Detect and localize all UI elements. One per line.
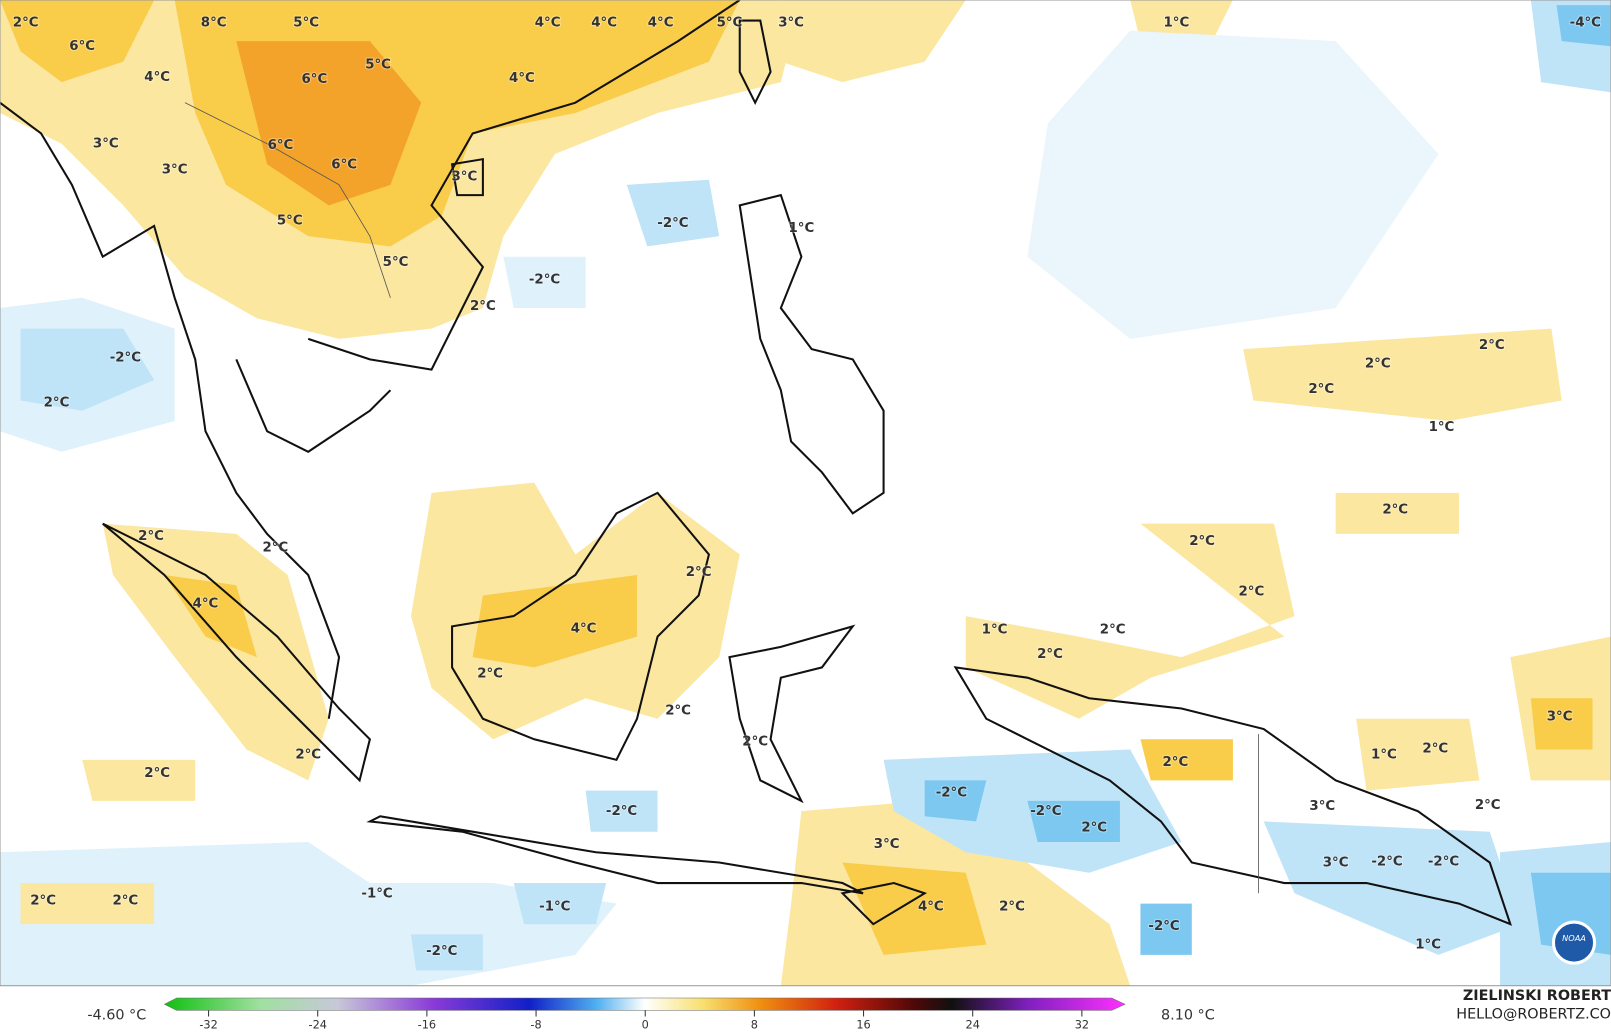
temperature-label: 2°C	[742, 734, 768, 749]
temperature-label: 2°C	[1365, 356, 1391, 371]
colorbar	[163, 997, 1126, 1011]
temperature-label: 2°C	[470, 299, 496, 314]
temperature-label: 4°C	[535, 16, 561, 31]
temperature-label: -4°C	[1570, 16, 1601, 31]
temperature-label: 6°C	[302, 72, 328, 87]
anomaly-fields	[0, 0, 1611, 986]
coastlines	[0, 0, 1512, 926]
temperature-label: 4°C	[509, 71, 535, 86]
temperature-label: 2°C	[665, 704, 691, 719]
colorbar-tick-label: 32	[1075, 1019, 1089, 1032]
temperature-label: 2°C	[1475, 798, 1501, 813]
temperature-label: 1°C	[1164, 16, 1190, 31]
colorbar-tick-label: 8	[751, 1019, 758, 1032]
temperature-label: 2°C	[30, 893, 56, 908]
temperature-label: -1°C	[361, 886, 392, 901]
temperature-label: 6°C	[268, 138, 294, 153]
temperature-label: 5°C	[293, 16, 319, 31]
temperature-label: 2°C	[13, 16, 39, 31]
temperature-label: 3°C	[874, 837, 900, 852]
temperature-label: 3°C	[1547, 710, 1573, 725]
temperature-label: -2°C	[1371, 854, 1402, 869]
temperature-label: 2°C	[1382, 502, 1408, 517]
temperature-label: -2°C	[936, 786, 967, 801]
logo-circle	[1551, 920, 1597, 965]
temperature-label: 5°C	[717, 16, 743, 31]
temperature-label: 2°C	[1037, 647, 1063, 662]
temperature-label: 2°C	[112, 893, 138, 908]
temperature-label: 2°C	[999, 900, 1025, 915]
colorbar-tick-label: 24	[966, 1019, 980, 1032]
temperature-label: 2°C	[477, 667, 503, 682]
temperature-label: 3°C	[1323, 856, 1349, 871]
map-labels: 2°C 8°C 5°C 4°C 4°C 4°C 5°C 3°C 1°C -4°C 6°C 5°C 6°C…	[12, 15, 1602, 960]
colorbar-tick-label: -24	[309, 1019, 327, 1032]
temperature-label: 2°C	[1422, 742, 1448, 757]
color-legend: -4.60 °C 8.10 °C -32 -24 -16 -8 0 8 16 24 32	[87, 997, 1215, 1032]
map-frame	[0, 0, 1611, 987]
colorbar-tick-label: 0	[642, 1019, 649, 1032]
temperature-label: 8°C	[201, 16, 227, 31]
temperature-label: 4°C	[918, 900, 944, 915]
temperature-label: 4°C	[648, 16, 674, 31]
temperature-label: 1°C	[1371, 748, 1397, 763]
temperature-label: 4°C	[144, 70, 170, 85]
temperature-label: 3°C	[93, 137, 119, 152]
temperature-label: 2°C	[1479, 338, 1505, 353]
temperature-label: -2°C	[657, 216, 688, 231]
noaa-logo: NOAA	[1551, 920, 1597, 965]
temperature-label: 6°C	[331, 157, 357, 172]
temperature-label: 1°C	[1415, 938, 1441, 953]
temperature-label: 1°C	[1429, 420, 1455, 435]
temperature-label: -2°C	[426, 944, 457, 959]
temperature-label: 1°C	[789, 221, 815, 236]
credit-name: ZIELINSKI ROBERT	[1463, 988, 1611, 1004]
temperature-label: 6°C	[69, 39, 95, 54]
temperature-label: -2°C	[1030, 804, 1061, 819]
temperature-label: -2°C	[529, 272, 560, 287]
temperature-label: 2°C	[144, 766, 170, 781]
temperature-label: 2°C	[44, 396, 70, 411]
temperature-label: 4°C	[591, 16, 617, 31]
temperature-label: 2°C	[262, 540, 288, 555]
colorbar-tick-label: -16	[418, 1019, 436, 1032]
temperature-label: 2°C	[1239, 584, 1265, 599]
temperature-label: 4°C	[193, 597, 219, 612]
colorbar-tick-label: -32	[199, 1019, 217, 1032]
temperature-label: 3°C	[162, 162, 188, 177]
temperature-label: 3°C	[452, 170, 478, 185]
legend-max: 8.10 °C	[1161, 1007, 1215, 1023]
temperature-label: 5°C	[365, 58, 391, 73]
colorbar-tick-label: -8	[530, 1019, 541, 1032]
temperature-label: 5°C	[383, 255, 409, 270]
temperature-label: 4°C	[571, 621, 597, 636]
legend-min: -4.60 °C	[87, 1007, 146, 1023]
temperature-label: 5°C	[277, 214, 303, 229]
credit-email: HELLO@ROBERTZ.CO	[1456, 1006, 1611, 1022]
temperature-label: -2°C	[1428, 854, 1459, 869]
temperature-label: 2°C	[1189, 534, 1215, 549]
temperature-label: 3°C	[1309, 799, 1335, 814]
temperature-label: -2°C	[1148, 919, 1179, 934]
logo-text: NOAA	[1562, 933, 1586, 943]
temperature-label: 2°C	[1308, 382, 1334, 397]
temperature-label: -2°C	[606, 804, 637, 819]
temperature-label: 2°C	[295, 748, 321, 763]
temperature-label: 2°C	[1100, 622, 1126, 637]
temperature-label: 2°C	[1081, 821, 1107, 836]
temperature-label: 2°C	[1162, 755, 1188, 770]
temperature-label: 2°C	[138, 529, 164, 544]
temperature-label: 1°C	[982, 622, 1008, 637]
temperature-label: 3°C	[778, 16, 804, 31]
temperature-label: -1°C	[539, 900, 570, 915]
colorbar-tick-label: 16	[856, 1019, 870, 1032]
temperature-label: 2°C	[686, 565, 712, 580]
temperature-label: -2°C	[110, 350, 141, 365]
